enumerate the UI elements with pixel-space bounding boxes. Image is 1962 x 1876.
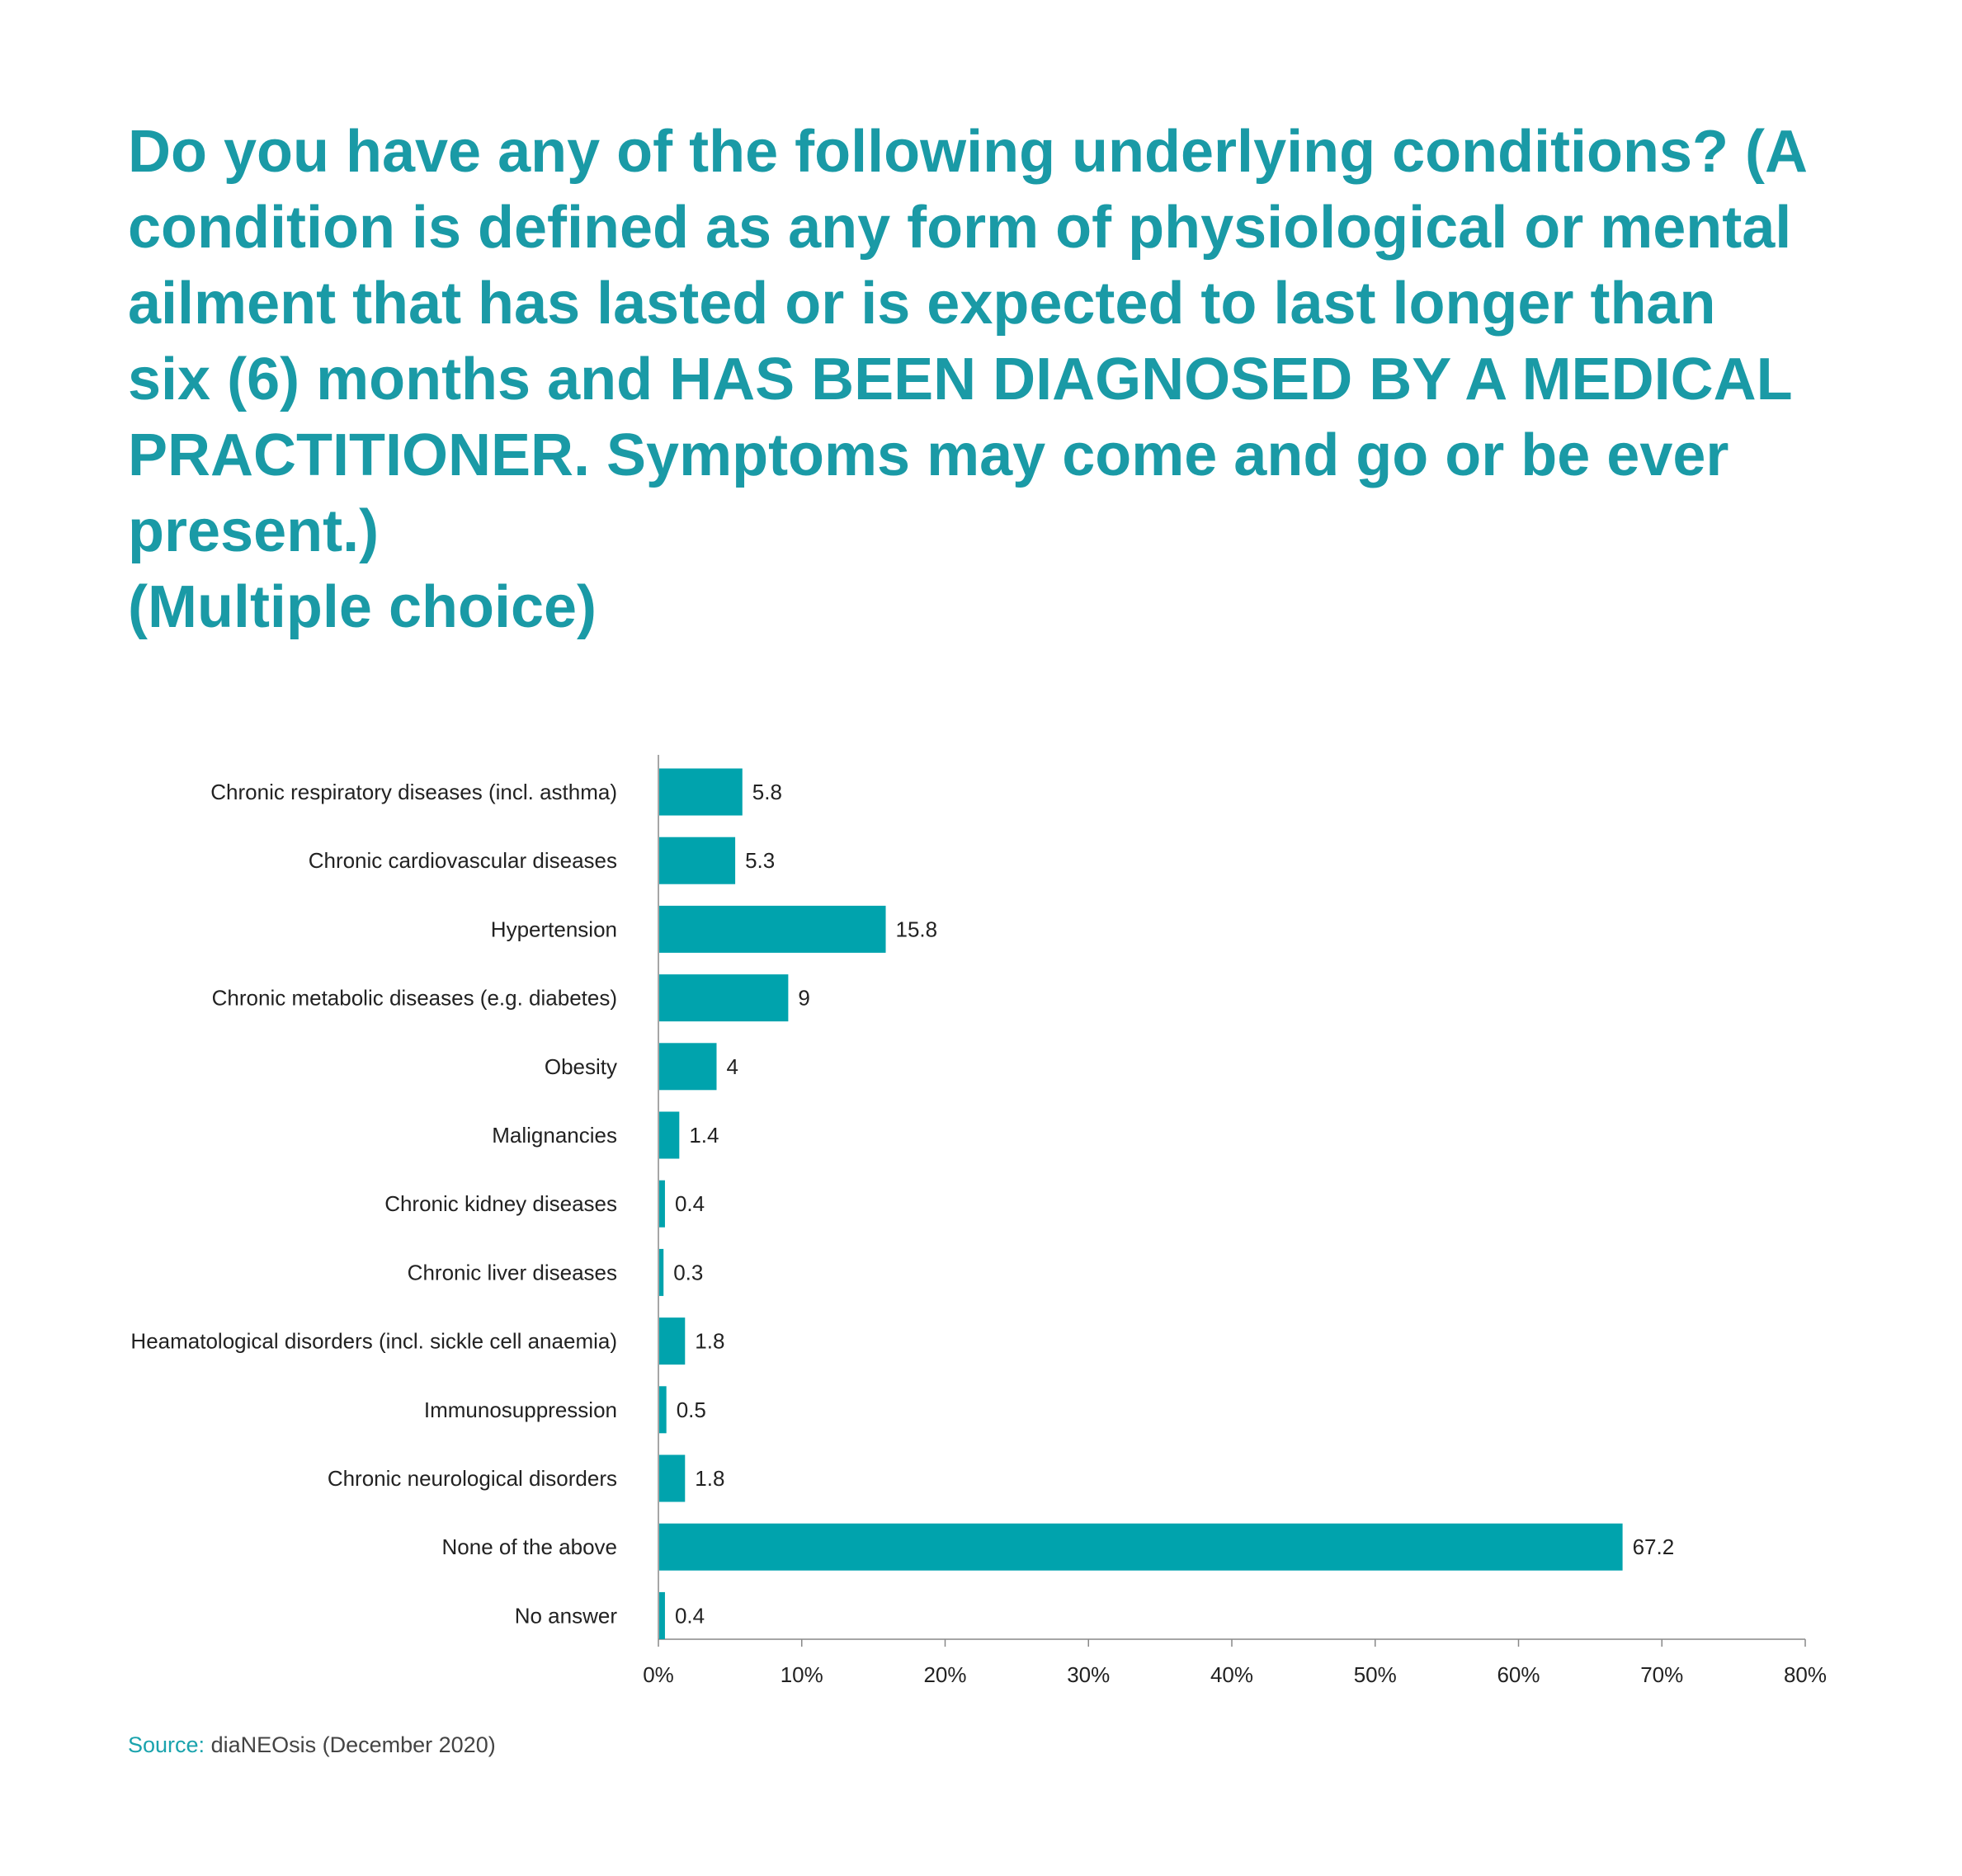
value-label: 9 [798,986,809,1011]
x-tick-label: 70% [1640,1662,1683,1687]
category-label: Chronic liver diseases [408,1260,617,1284]
x-tick-label: 20% [923,1662,966,1687]
x-tick-label: 60% [1497,1662,1540,1687]
title-line: six (6) months and HAS BEEN DIAGNOSED BY… [128,346,1793,412]
value-label: 5.8 [752,780,782,804]
category-label: Chronic kidney diseases [384,1191,617,1216]
category-label: Chronic neurological disorders [328,1466,617,1491]
bar [659,1111,680,1159]
category-label: Chronic cardiovascular diseases [309,848,617,873]
value-label: 15.8 [896,917,938,941]
x-tick-label: 0% [643,1662,674,1687]
value-label: 1.8 [695,1329,724,1354]
category-label: Heamatological disorders (incl. sickle c… [130,1329,617,1354]
value-label: 0.5 [677,1398,706,1422]
x-tick-label: 30% [1067,1662,1110,1687]
value-label: 1.4 [689,1123,719,1148]
bar [659,905,886,953]
bar [659,1523,1623,1571]
bar [659,1317,686,1365]
title-line: Do you have any of the following underly… [128,119,1809,185]
x-tick-label: 10% [781,1662,823,1687]
source-label: Source: [128,1732,205,1757]
title-line: present.) [128,498,380,564]
bar [659,1454,686,1502]
category-label: No answer [515,1603,618,1628]
value-label: 0.4 [675,1603,705,1628]
value-label: 5.3 [745,848,775,873]
value-label: 67.2 [1633,1534,1675,1559]
category-label: Chronic metabolic diseases (e.g. diabete… [212,986,617,1011]
x-tick-label: 40% [1210,1662,1253,1687]
source-text: diaNEOsis (December 2020) [205,1732,496,1757]
category-label: Hypertension [491,917,617,941]
value-label: 0.3 [673,1260,703,1284]
chart-title: Do you have any of the following underly… [128,114,1861,645]
title-line: ailment that has lasted or is expected t… [128,271,1716,337]
bar-chart: 0% 10% 20% 30% 40% 50% 60% 70% 80% Chronic respir… [130,755,1827,1687]
category-label: Obesity [545,1054,617,1079]
x-tick-label: 80% [1784,1662,1827,1687]
bar [659,1248,664,1296]
category-label: Malignancies [492,1123,617,1148]
value-label: 1.8 [695,1466,724,1491]
title-line: PRACTITIONER. Symptoms may come and go o… [128,422,1729,488]
category-label: Immunosuppression [424,1398,617,1422]
x-tick-label: 50% [1354,1662,1397,1687]
bar [659,1180,665,1228]
bar [659,837,736,884]
source-note: Source: diaNEOsis (December 2020) [128,1732,496,1758]
bar [659,974,789,1022]
title-line: (Multiple choice) [128,574,597,640]
bar [659,1386,667,1434]
category-label: None of the above [442,1534,618,1559]
category-label: Chronic respiratory diseases (incl. asth… [210,780,617,804]
bar [659,1591,665,1639]
bar [659,768,743,816]
bar [659,1043,717,1091]
title-line: condition is defined as any form of phys… [128,195,1792,261]
value-label: 0.4 [675,1191,705,1216]
value-label: 4 [727,1054,738,1079]
